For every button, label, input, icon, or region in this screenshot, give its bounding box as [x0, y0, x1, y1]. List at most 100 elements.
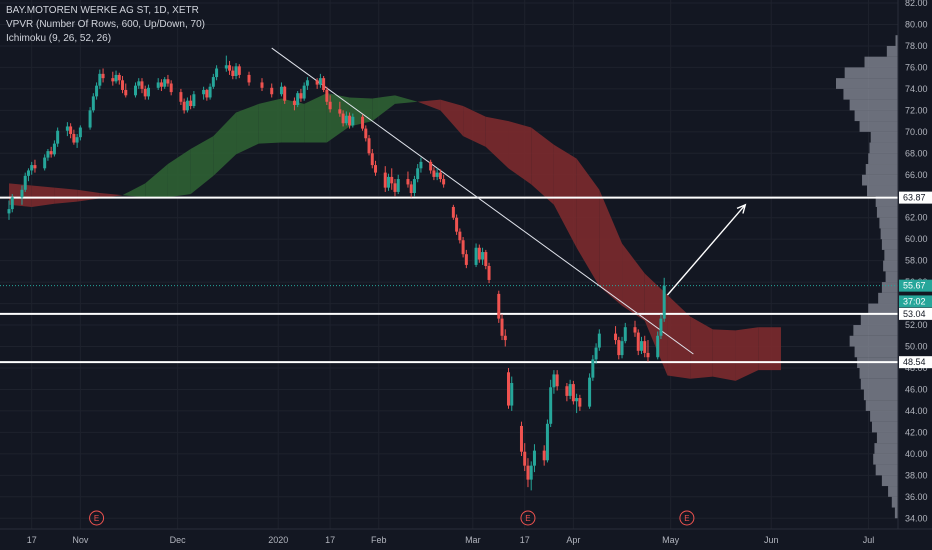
candle-body: [552, 374, 556, 388]
candle-body: [124, 89, 128, 96]
candle: [545, 419, 549, 463]
candle-body: [72, 133, 76, 143]
candle-body: [523, 451, 527, 466]
candle-body: [69, 126, 73, 134]
cloud-segment-bearish: [758, 327, 781, 371]
candle: [477, 244, 481, 263]
time-axis-tick-label: 17: [325, 535, 335, 545]
candle-body: [10, 197, 14, 210]
volume-profile-bar: [849, 99, 898, 111]
volume-profile-bar: [865, 400, 898, 411]
candle-body: [588, 377, 592, 407]
volume-profile-bar: [881, 282, 898, 293]
candle-body: [215, 68, 219, 78]
volume-profile-bar: [871, 421, 898, 433]
cloud-segment-bullish: [372, 95, 395, 122]
earnings-marker-circle: [520, 510, 536, 526]
earnings-marker-label: E: [525, 514, 530, 523]
earnings-marker[interactable]: E: [520, 510, 536, 526]
candle-body: [344, 115, 348, 124]
candle-body: [341, 113, 345, 124]
price-axis-tick-label: 70.00: [905, 127, 928, 137]
candle-body: [571, 384, 575, 402]
candle-body: [370, 153, 374, 166]
volume-profile-bar: [875, 464, 898, 476]
cloud-segment-bearish: [54, 187, 78, 204]
candle-body: [416, 168, 420, 180]
candle: [231, 66, 235, 80]
cloud-segment-bullish: [258, 98, 282, 144]
price-axis-tick-label: 66.00: [905, 170, 928, 180]
price-axis-tick-label: 36.00: [905, 492, 928, 502]
cloud-segment-bearish: [644, 273, 668, 376]
volume-profile-bar: [875, 196, 898, 207]
candle: [549, 379, 553, 428]
cloud-segment-bearish: [576, 158, 600, 287]
candle-body: [338, 109, 342, 114]
price-axis-tick-label: 76.00: [905, 62, 928, 72]
candle: [555, 370, 559, 391]
volume-profile-bar: [873, 453, 898, 465]
candle: [435, 168, 439, 181]
price-label-level: 63.87: [899, 191, 932, 204]
candle-body: [643, 341, 647, 353]
candle-body: [461, 240, 465, 255]
candle: [481, 247, 485, 265]
ichimoku-indicator-label[interactable]: Ichimoku (9, 26, 52, 26): [6, 33, 112, 44]
volume-profile-bar: [836, 78, 898, 89]
candle-body: [526, 465, 530, 480]
candle: [202, 86, 206, 100]
candle-body: [464, 254, 468, 265]
candle-body: [95, 85, 99, 97]
candle: [451, 204, 455, 220]
volume-profile-bar: [860, 314, 898, 326]
earnings-marker[interactable]: E: [89, 510, 105, 526]
price-axis-tick-label: 80.00: [905, 19, 928, 29]
candle: [578, 394, 582, 411]
earnings-marker[interactable]: E: [679, 510, 695, 526]
candle: [532, 444, 536, 473]
candle: [571, 380, 575, 405]
volume-profile-bar: [884, 249, 898, 261]
candle-body: [305, 80, 309, 86]
candle-body: [409, 184, 413, 194]
candle: [133, 82, 137, 98]
candle: [325, 86, 329, 105]
price-label-box: [899, 295, 932, 308]
candle: [72, 129, 76, 145]
volume-profile-bar: [868, 303, 898, 315]
price-axis-tick-label: 42.00: [905, 427, 928, 437]
candle-body: [474, 247, 478, 265]
cloud-segment-bullish: [349, 97, 373, 127]
price-axis-tick-label: 82.00: [905, 0, 928, 8]
candle-body: [438, 172, 442, 180]
volume-profile-bar: [862, 174, 898, 186]
candle-body: [156, 82, 160, 88]
candle-body: [451, 206, 455, 218]
candle-body: [137, 81, 141, 86]
candle: [617, 336, 621, 360]
candle: [662, 277, 666, 322]
candle-body: [315, 80, 319, 85]
vpvr-indicator-label[interactable]: VPVR (Number Of Rows, 600, Up/Down, 70): [6, 19, 205, 30]
candle-body: [26, 170, 30, 176]
candle: [10, 194, 14, 213]
candle-body: [529, 465, 533, 480]
candle-body: [594, 347, 598, 360]
cloud-segment-bullish: [190, 136, 214, 195]
candle: [542, 445, 546, 466]
candle: [344, 111, 348, 126]
cloud-segment-bearish: [622, 243, 645, 321]
time-axis-tick-label: Dec: [170, 535, 187, 545]
candle: [338, 101, 342, 117]
price-label-text: 53.04: [903, 309, 926, 319]
candle-body: [23, 175, 27, 190]
candle-body: [302, 85, 306, 99]
candle-body: [114, 74, 118, 82]
candle-body: [322, 78, 326, 90]
candle-body: [396, 179, 400, 192]
symbol-title[interactable]: BAY.MOTOREN WERKE AG ST, 1D, XETR: [6, 5, 199, 16]
candle: [23, 172, 27, 192]
